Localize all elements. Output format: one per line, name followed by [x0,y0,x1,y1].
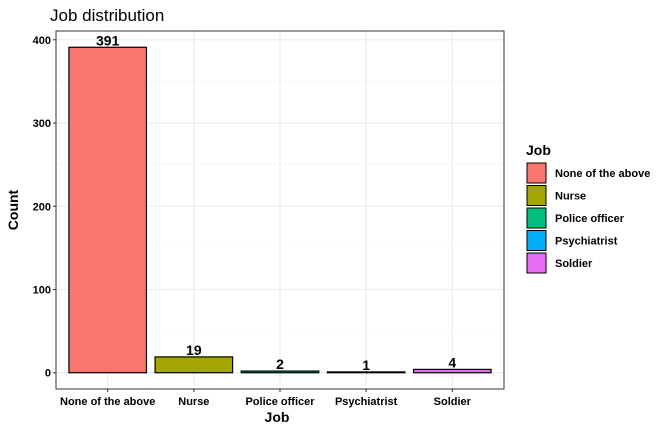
x-tick-label: Police officer [245,396,315,408]
bar-psychiatrist [326,371,406,374]
y-tick-label: 100 [33,284,51,296]
y-tick-label: 400 [33,35,51,47]
data-label: 391 [96,32,120,48]
legend-key [526,185,547,206]
y-axis-title: Count [5,189,21,230]
legend-label: None of the above [555,168,650,180]
legend-key [526,162,547,184]
data-label: 2 [276,356,284,372]
y-tick-label: 0 [45,368,51,380]
y-tick-label: 200 [33,201,51,213]
bar-soldier [412,368,492,374]
legend-label: Soldier [555,258,593,270]
legend-label: Nurse [555,191,586,203]
data-labels: 391 19 2 1 4 [96,32,456,373]
y-tick-label: 300 [33,118,51,130]
y-axis: 0 100 200 300 400 [33,35,56,380]
x-tick-label: Psychiatrist [335,396,398,408]
legend-label: Police officer [555,213,625,225]
legend-label: Psychiatrist [555,236,618,248]
bar-nurse [154,356,234,374]
bar-none-of-the-above [68,46,148,374]
legend-title: Job [526,142,551,158]
data-label: 4 [448,354,456,370]
x-tick-label: Soldier [434,396,472,408]
chart-title: Job distribution [50,6,164,25]
bars [68,46,492,374]
x-axis-title: Job [265,409,290,425]
legend-key [526,252,547,274]
legend-key [526,230,547,251]
x-tick-label: Nurse [178,396,209,408]
x-tick-label: None of the above [60,396,155,408]
bar-police-officer [240,370,320,374]
x-axis: None of the above Nurse Police officer Psyc… [60,389,472,408]
legend-key [526,207,547,229]
legend: Job None of the above Nurse Police officer… [526,142,650,274]
data-label: 19 [186,342,202,358]
data-label: 1 [362,357,370,373]
